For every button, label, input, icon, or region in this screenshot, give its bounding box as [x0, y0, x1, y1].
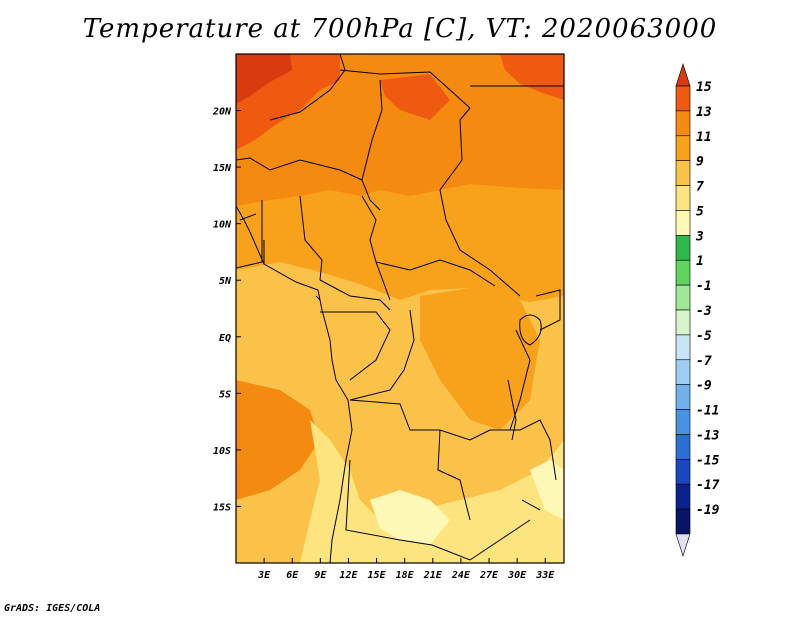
colorbar-label: 5: [696, 204, 704, 219]
colorbar-swatch: [675, 259, 691, 286]
colorbar-label: -5: [696, 329, 712, 344]
colorbar-label: 11: [696, 130, 712, 145]
colorbar-swatch: [675, 334, 691, 361]
colorbar-swatch: [675, 235, 691, 261]
lon-tick-label: 21E: [423, 570, 443, 581]
colorbar-swatch: [675, 185, 691, 211]
colorbar-swatch: [675, 359, 691, 385]
lon-tick-label: 18E: [396, 570, 415, 581]
colorbar-label: -7: [696, 354, 712, 369]
temperature-field: [236, 54, 564, 563]
colorbar-label: 9: [696, 155, 704, 170]
field-spot-15c: [236, 54, 292, 104]
colorbar-swatch: [675, 160, 691, 186]
colorbar-label: 3: [695, 229, 704, 244]
colorbar-bottom-arrow: [675, 533, 691, 557]
field-band-9c-east: [420, 288, 540, 430]
lat-tick-label: 5N: [219, 276, 232, 287]
colorbar-swatch: [675, 85, 691, 112]
colorbar-swatch: [675, 483, 691, 510]
lat-tick-label: 10S: [213, 446, 231, 457]
lon-tick-label: 15E: [368, 570, 387, 581]
map-title: Temperature at 700hPa [C], VT: 202006300…: [82, 14, 718, 44]
field-band-3c-south: [370, 490, 450, 545]
colorbar-swatch: [675, 135, 691, 161]
colorbar-swatch: [675, 210, 691, 236]
colorbar-swatch: [675, 459, 691, 485]
colorbar-swatch: [675, 110, 691, 137]
lat-tick-label: 20N: [212, 107, 232, 118]
colorbar: 15 13 11 9 7 5 3 1 -1 -3 -5 -7 -9 -11 -13 -15 -17 -19: [675, 63, 720, 557]
field-band-13c-north-central: [380, 74, 450, 120]
colorbar-swatch: [675, 434, 691, 460]
colorbar-label: -11: [696, 404, 719, 419]
country-borders: [236, 54, 564, 561]
colorbar-label: 15: [696, 80, 712, 95]
lat-tick-label: 10N: [213, 220, 232, 231]
colorbar-swatch: [675, 409, 691, 435]
colorbar-swatch: [675, 508, 691, 535]
colorbar-label: -13: [696, 428, 720, 443]
colorbar-label: -3: [696, 304, 712, 319]
map-frame: [235, 53, 565, 564]
colorbar-label: -15: [696, 453, 720, 468]
lat-axis: 20N 15N 10N 5N EQ 5S 10S 15S: [212, 107, 241, 513]
lon-axis: 3E 6E 9E 12E 15E 18E 21E 24E 27E 30E 33E: [257, 558, 555, 581]
lon-tick-label: 33E: [535, 570, 555, 581]
lon-tick-label: 3E: [257, 570, 271, 581]
lon-tick-label: 6E: [286, 570, 299, 581]
colorbar-swatch: [675, 284, 691, 311]
lat-tick-label: 5S: [219, 389, 231, 400]
colorbar-label: -19: [696, 503, 720, 518]
lon-tick-label: 12E: [339, 570, 358, 581]
lon-tick-label: 30E: [507, 570, 527, 581]
colorbar-top-arrow: [675, 63, 691, 87]
colorbar-label: -1: [696, 279, 712, 294]
colorbar-label: -17: [696, 478, 720, 493]
grads-credit: GrADS: IGES/COLA: [4, 603, 101, 614]
colorbar-swatch: [675, 309, 691, 336]
lat-tick-label: EQ: [219, 333, 231, 344]
colorbar-label: -9: [696, 379, 712, 394]
lon-tick-label: 24E: [451, 570, 471, 581]
lon-tick-label: 27E: [479, 570, 499, 581]
colorbar-swatch: [675, 384, 691, 410]
field-band-5c-south: [300, 420, 564, 563]
field-band-11c-southwest: [236, 380, 320, 500]
colorbar-label: 7: [696, 180, 704, 195]
lon-tick-label: 9E: [314, 570, 327, 581]
colorbar-label: 1: [696, 254, 704, 269]
lat-tick-label: 15N: [213, 163, 232, 174]
lat-tick-label: 15S: [213, 502, 231, 513]
field-band-13c-northeast: [500, 54, 564, 100]
lakes: [315, 295, 542, 511]
coastline: [236, 205, 353, 563]
colorbar-label: 13: [696, 105, 712, 120]
